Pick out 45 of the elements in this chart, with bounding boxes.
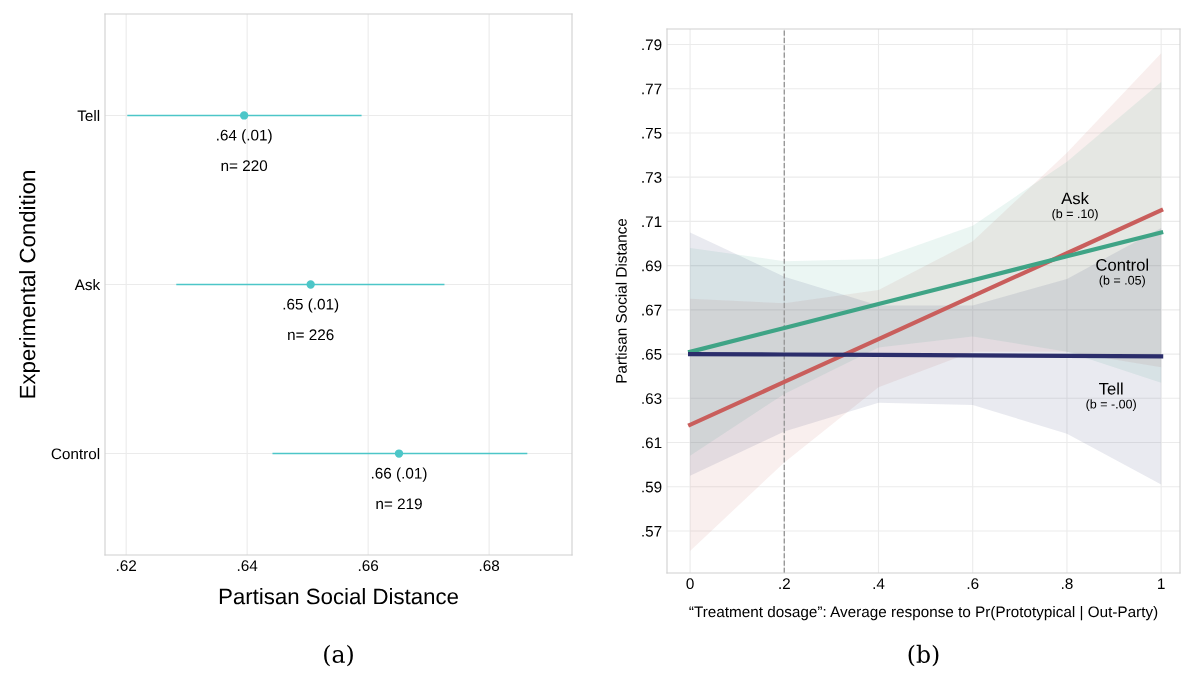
- text: (b): [908, 644, 939, 667]
- x-tick-label: .8: [1061, 578, 1073, 590]
- annotation: n= 219: [376, 498, 422, 510]
- y-tick-label: .65: [642, 348, 662, 360]
- y-tick-label: .69: [642, 260, 662, 272]
- y-tick-label: .71: [642, 216, 662, 227]
- series-label: Control: [1096, 258, 1149, 271]
- y-tick-label: .59: [642, 481, 662, 493]
- x-axis-title: Partisan Social Distance: [219, 587, 458, 605]
- x-tick-label: .4: [873, 578, 885, 589]
- y-tick-label: .73: [642, 172, 662, 183]
- line-series: [687, 208, 1164, 427]
- x-tick-label: .68: [479, 560, 500, 572]
- annotation: .66 (.01): [371, 467, 427, 482]
- x-tick-label: 1: [1158, 578, 1165, 589]
- y-tick-label: .61: [642, 437, 662, 449]
- annotation: (b = .10): [1052, 208, 1098, 221]
- x-tick-label: .64: [237, 560, 258, 572]
- annotation: .65 (.01): [283, 298, 339, 313]
- text: Ask: [1061, 192, 1089, 205]
- x-tick-label: .62: [116, 560, 137, 572]
- y-axis-title: Experimental Condition: [19, 171, 40, 398]
- y-tick-label: Ask: [74, 278, 101, 291]
- x-tick-label: 0: [686, 578, 694, 590]
- y-tick-label: .63: [642, 393, 662, 404]
- y-tick-label: Tell: [77, 109, 100, 122]
- x-axis-title: “Treatment dosage”: Average response to Pr(Prototypical | Out-Party): [689, 605, 1158, 621]
- y-tick-label: .57: [642, 526, 662, 537]
- y-tick-label: .77: [642, 83, 662, 95]
- annotation: (b = .05): [1099, 275, 1145, 288]
- annotation: n= 220: [221, 160, 268, 172]
- y-axis-title: Partisan Social Distance: [615, 218, 627, 383]
- annotation: .64 (.01): [217, 129, 272, 144]
- annotation: (b = -.00): [1086, 399, 1136, 411]
- annotation: n= 226: [288, 329, 334, 341]
- x-tick-label: .6: [967, 578, 979, 590]
- text: (a): [324, 644, 353, 667]
- y-tick-label: .67: [642, 304, 662, 316]
- x-tick-label: .2: [779, 578, 790, 589]
- x-tick-label: .66: [358, 560, 379, 572]
- series-label: Tell: [1099, 382, 1123, 395]
- line-series: [687, 230, 1164, 354]
- y-tick-label: Control: [51, 448, 100, 460]
- y-tick-label: .75: [642, 127, 662, 139]
- y-tick-label: .79: [642, 39, 662, 51]
